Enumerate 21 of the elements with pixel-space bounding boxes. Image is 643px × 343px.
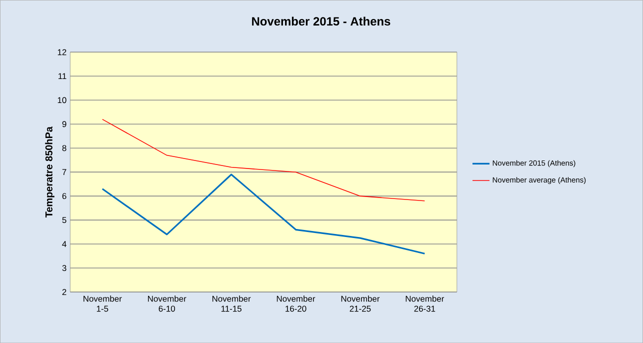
x-tick-label: November 26-31 xyxy=(406,295,444,312)
x-tick-label: November 16-20 xyxy=(276,295,316,312)
y-tick-label: 5 xyxy=(62,217,66,223)
y-tick-label: 12 xyxy=(58,49,66,56)
x-tick-label: November 6-10 xyxy=(148,295,186,312)
y-tick-label: 7 xyxy=(62,169,66,175)
y-tick-label: 2 xyxy=(62,288,66,295)
y-tick-label: 11 xyxy=(58,73,66,79)
x-tick-label: November 1-5 xyxy=(84,295,122,312)
y-tick-label: 4 xyxy=(62,241,66,247)
y-tick-label: 3 xyxy=(62,264,66,271)
line-series xyxy=(102,118,426,202)
y-axis-title: Temperatre 850hPa xyxy=(45,126,54,218)
line-series xyxy=(102,174,426,254)
y-tick-label: 10 xyxy=(58,97,66,104)
x-tick-label: November 21-25 xyxy=(341,295,380,312)
y-tick-label: 6 xyxy=(62,193,66,199)
y-tick-label: 8 xyxy=(62,145,66,152)
y-tick-label: 9 xyxy=(62,121,66,128)
chart-title: November 2015 - Athens xyxy=(252,16,390,26)
x-tick-label: November 11-15 xyxy=(212,295,251,312)
